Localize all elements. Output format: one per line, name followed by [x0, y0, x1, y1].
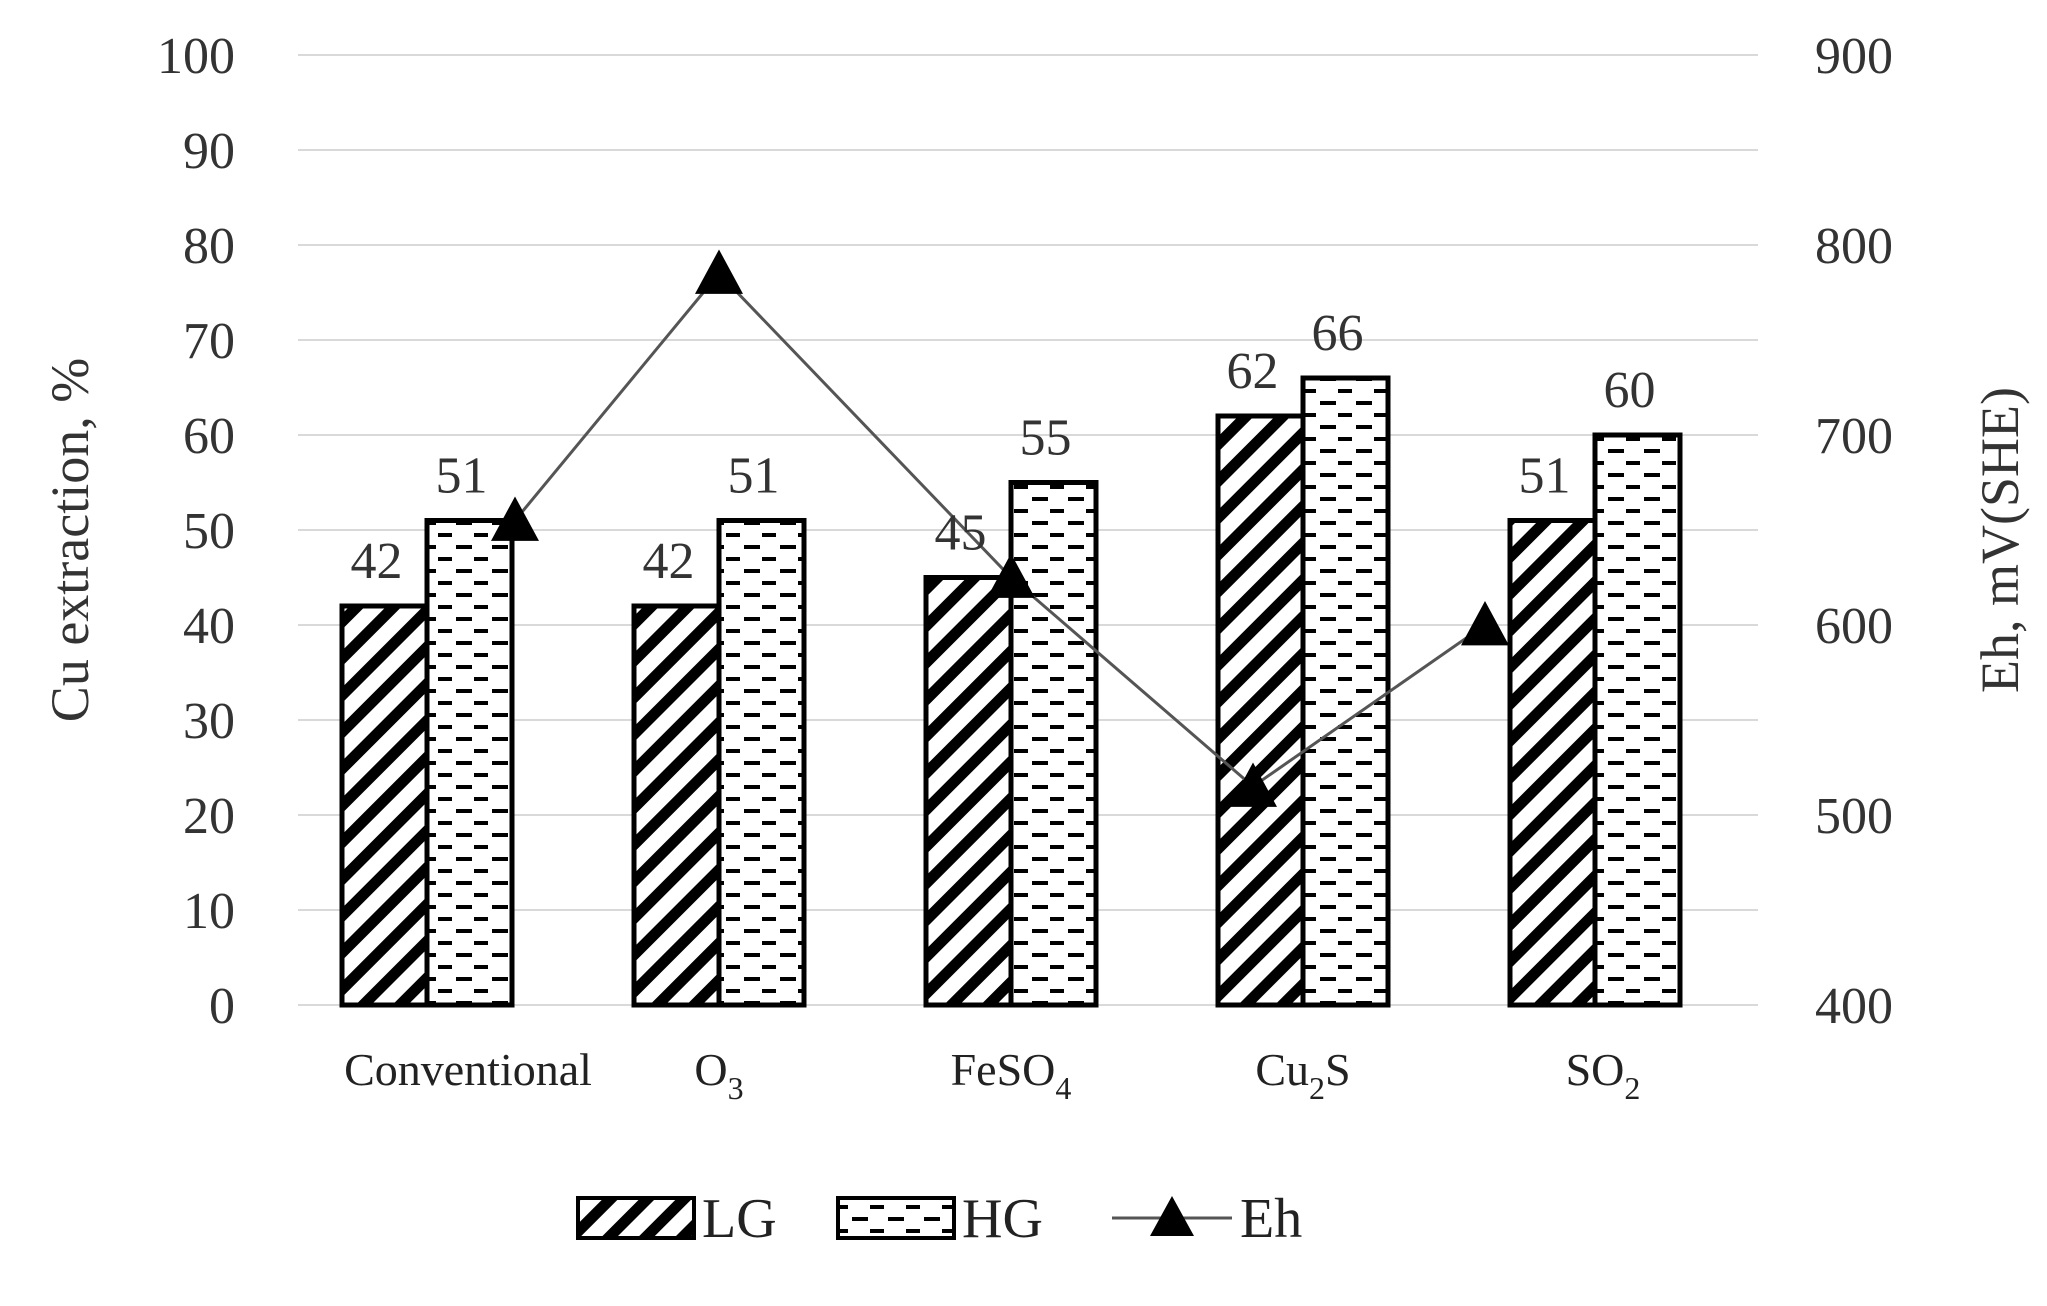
eh-marker — [695, 249, 743, 294]
right-axis-title: Eh, mV(SHE) — [1970, 387, 2030, 693]
category-label-base: Conventional — [344, 1044, 592, 1095]
eh-marker — [491, 496, 539, 541]
bar-hg — [1300, 375, 1391, 1008]
bar-lg — [631, 603, 722, 1008]
left-tick-label: 60 — [183, 408, 235, 465]
category-label-tail: S — [1325, 1044, 1351, 1095]
left-tick-label: 10 — [183, 883, 235, 940]
right-tick-label: 600 — [1815, 598, 1893, 655]
category-label-base: FeSO — [951, 1044, 1056, 1095]
bars — [339, 375, 1683, 1008]
eh-line-series — [491, 249, 1509, 807]
left-tick-label: 100 — [157, 28, 235, 85]
legend-label-eh: Eh — [1240, 1188, 1302, 1250]
left-tick-label: 50 — [183, 503, 235, 560]
category-labels: Conventional O3 FeSO4 Cu2S SO2 — [344, 1044, 1640, 1106]
right-tick-label: 800 — [1815, 218, 1893, 275]
data-label-hg: 55 — [1020, 410, 1072, 467]
left-axis-ticks: 0 10 20 30 40 50 60 70 80 90 100 — [157, 28, 235, 1035]
category-label-base: O — [694, 1044, 727, 1095]
category-label-base: SO — [1566, 1044, 1625, 1095]
bar-lg — [923, 575, 1014, 1008]
left-tick-label: 90 — [183, 123, 235, 180]
bar-lg — [339, 603, 430, 1008]
right-tick-label: 500 — [1815, 788, 1893, 845]
right-tick-label: 700 — [1815, 408, 1893, 465]
eh-marker — [1461, 601, 1509, 646]
right-tick-label: 900 — [1815, 28, 1893, 85]
right-axis-ticks: 400 500 600 700 800 900 — [1815, 28, 1893, 1035]
category-label-subscript: 4 — [1055, 1070, 1071, 1106]
legend-swatch-lg — [576, 1196, 696, 1240]
category-label-subscript: 2 — [1624, 1070, 1640, 1106]
category-label: Conventional — [344, 1044, 592, 1095]
bar-hg — [1592, 432, 1683, 1008]
left-tick-label: 20 — [183, 788, 235, 845]
data-label-hg: 60 — [1604, 362, 1656, 419]
left-axis-title: Cu extraction, % — [40, 358, 100, 722]
eh-marker — [1229, 762, 1277, 807]
legend: LG HG Eh — [576, 1188, 1302, 1250]
legend-swatch-hg — [836, 1196, 956, 1240]
category-label: Cu2S — [1255, 1044, 1350, 1106]
category-label: FeSO4 — [951, 1044, 1072, 1106]
bar-lg — [1507, 518, 1598, 1008]
legend-label-lg: LG — [702, 1188, 777, 1250]
data-label-lg: 42 — [643, 533, 695, 590]
category-label-base: Cu — [1255, 1044, 1309, 1095]
data-label-lg: 45 — [935, 505, 987, 562]
bar-hg — [716, 518, 807, 1008]
data-label-lg: 42 — [351, 533, 403, 590]
category-label-subscript: 2 — [1309, 1070, 1325, 1106]
category-label: O3 — [694, 1044, 743, 1106]
data-labels: 42 51 42 51 45 55 62 66 51 60 — [351, 305, 1656, 590]
right-tick-label: 400 — [1815, 978, 1893, 1035]
left-tick-label: 0 — [209, 978, 235, 1035]
category-label: SO2 — [1566, 1044, 1641, 1106]
left-tick-label: 30 — [183, 693, 235, 750]
legend-marker-eh — [1150, 1196, 1194, 1236]
left-tick-label: 80 — [183, 218, 235, 275]
category-label-subscript: 3 — [728, 1070, 744, 1106]
eh-marker — [987, 553, 1035, 598]
legend-label-hg: HG — [962, 1188, 1043, 1250]
bar-hg — [1008, 480, 1099, 1008]
data-label-hg: 51 — [436, 448, 488, 505]
data-label-lg: 51 — [1519, 448, 1571, 505]
bar-hg — [424, 518, 515, 1008]
data-label-hg: 51 — [728, 448, 780, 505]
data-label-lg: 62 — [1227, 343, 1279, 400]
left-tick-label: 70 — [183, 313, 235, 370]
bar-lg — [1215, 413, 1306, 1008]
left-tick-label: 40 — [183, 598, 235, 655]
data-label-hg: 66 — [1312, 305, 1364, 362]
